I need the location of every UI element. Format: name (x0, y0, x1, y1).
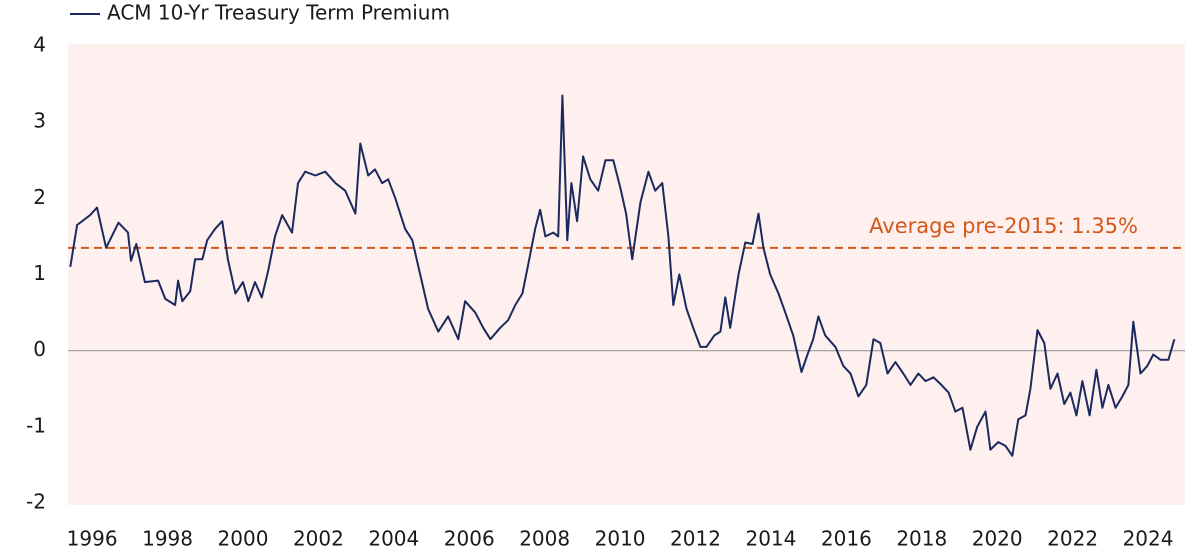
x-tick-label: 2018 (896, 527, 947, 551)
x-tick-label: 2006 (444, 527, 495, 551)
y-tick-label: 2 (33, 185, 46, 209)
x-tick-label: 2000 (218, 527, 269, 551)
x-tick-label: 2016 (821, 527, 872, 551)
x-tick-label: 2020 (972, 527, 1023, 551)
y-tick-label: -1 (26, 413, 46, 437)
x-tick-label: 2024 (1123, 527, 1174, 551)
x-tick-label: 2008 (519, 527, 570, 551)
x-tick-label: 2002 (293, 527, 344, 551)
x-tick-label: 2012 (670, 527, 721, 551)
x-tick-label: 2004 (368, 527, 419, 551)
x-tick-label: 2022 (1047, 527, 1098, 551)
x-tick-label: 2010 (595, 527, 646, 551)
y-tick-label: -2 (26, 490, 46, 514)
y-tick-label: 0 (33, 337, 46, 361)
y-tick-label: 3 (33, 109, 46, 133)
x-tick-label: 2014 (745, 527, 796, 551)
series-line (69, 94, 1176, 457)
x-tick-label: 1998 (142, 527, 193, 551)
y-tick-label: 4 (33, 33, 46, 57)
x-tick-label: 1996 (67, 527, 118, 551)
legend-label: ACM 10-Yr Treasury Term Premium (107, 1, 450, 25)
y-tick-label: 1 (33, 261, 46, 285)
average-annotation: Average pre-2015: 1.35% (869, 214, 1138, 238)
plot-background (68, 44, 1185, 505)
